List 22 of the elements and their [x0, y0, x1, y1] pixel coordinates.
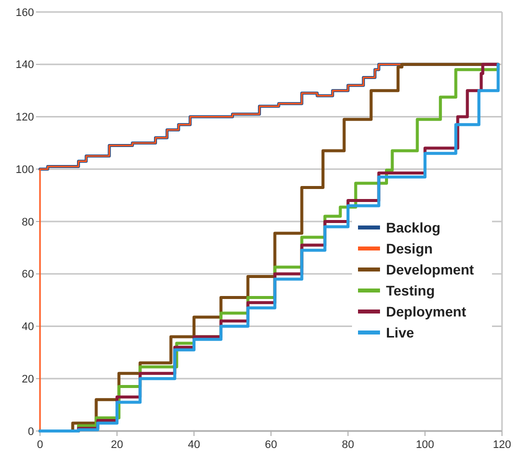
legend-label: Backlog [386, 219, 440, 236]
x-tick-label: 100 [416, 439, 434, 451]
y-tick-label: 0 [28, 426, 34, 438]
x-tick-label: 20 [110, 439, 124, 451]
y-tick-label: 160 [16, 6, 34, 19]
y-tick-label: 20 [22, 373, 34, 386]
y-tick-label: 140 [16, 59, 34, 72]
legend-label: Deployment [386, 303, 466, 320]
y-tick-label: 60 [22, 268, 34, 281]
x-tick-label: 60 [264, 439, 278, 451]
legend-label: Live [386, 324, 414, 340]
y-tick-label: 80 [22, 216, 34, 228]
x-tick-label: 80 [342, 439, 354, 451]
legend-label: Testing [386, 282, 435, 298]
legend-label: Design [386, 240, 433, 256]
x-tick-label: 40 [188, 439, 200, 451]
y-tick-label: 40 [22, 321, 34, 334]
y-tick-label: 120 [16, 112, 34, 124]
x-tick-label: 0 [36, 439, 44, 451]
x-tick-label: 120 [492, 439, 512, 451]
y-tick-label: 100 [16, 164, 34, 176]
legend-label: Development [386, 261, 474, 278]
